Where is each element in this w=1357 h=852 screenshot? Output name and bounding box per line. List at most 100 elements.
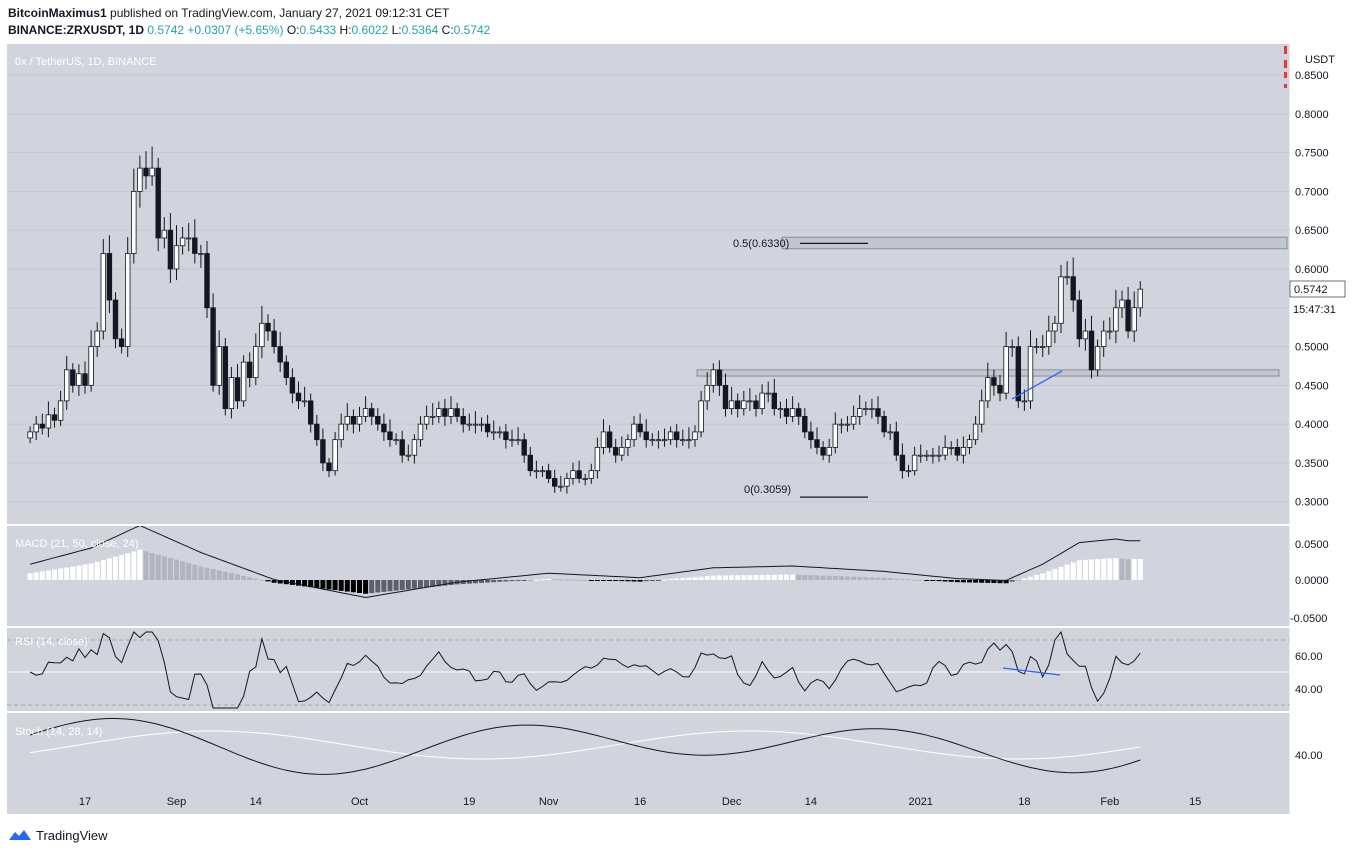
candle-body-down (643, 431, 649, 441)
macd-bar (716, 575, 722, 580)
close-value: 0.5742 (453, 23, 491, 37)
candle-body-down (997, 384, 1003, 394)
candle-body-up (728, 400, 735, 410)
candle (631, 416, 637, 447)
macd-bar (954, 580, 960, 583)
stoch-d-line (30, 730, 1141, 760)
candle-body-up (161, 229, 167, 239)
candle-body-down (637, 423, 643, 433)
candle-body-up (838, 423, 845, 426)
candle-body-down (399, 439, 405, 456)
price-tick: 0.8500 (1295, 70, 1329, 82)
candle (728, 386, 735, 415)
macd-bar (820, 575, 826, 580)
candle-body-up (173, 245, 180, 270)
stoch-tick: 40.00 (1295, 750, 1323, 762)
price-change: +0.0307 (+5.65%) (187, 23, 284, 37)
candle-body-up (966, 439, 973, 448)
macd-bar (948, 580, 954, 582)
candle-body-up (570, 470, 576, 479)
price-axis[interactable]: 0.30000.35000.40000.45000.50000.55000.60… (1295, 70, 1329, 509)
candle-body-up (509, 439, 515, 442)
candle (753, 394, 759, 417)
rsi-axis: 60.00 40.00 (1295, 651, 1323, 696)
macd-bar (289, 580, 295, 585)
macd-bar (985, 580, 991, 583)
macd-bar (479, 580, 484, 583)
macd-bar (259, 580, 265, 581)
symbol[interactable]: BINANCE:ZRXUSDT, 1D (8, 23, 145, 37)
candle (1033, 338, 1040, 354)
countdown-tag: 15:47:31 (1290, 301, 1345, 317)
candle-body-up (45, 414, 52, 429)
candle (777, 401, 784, 419)
macd-bar (76, 565, 82, 580)
macd-bar (1052, 569, 1058, 580)
candle-body-up (94, 330, 100, 347)
macd-bar (564, 579, 570, 581)
time-tick: 17 (79, 796, 91, 808)
candle (155, 157, 161, 252)
macd-bar (924, 580, 930, 581)
candle-body-up (88, 346, 94, 386)
candle (204, 240, 210, 319)
candle (881, 410, 887, 438)
macd-bar (637, 580, 643, 582)
macd-bar (973, 580, 979, 583)
candle-body-down (375, 415, 381, 425)
candle-body-down (771, 392, 777, 410)
macd-bar (607, 580, 613, 581)
candle (808, 421, 814, 449)
candle-body-down (234, 377, 241, 402)
candle (1027, 330, 1034, 409)
candle (863, 401, 869, 416)
candle (832, 412, 838, 454)
macd-bar (802, 574, 808, 580)
macd-bar (1064, 564, 1070, 580)
time-tick: 2021 (908, 796, 932, 808)
symbol-line: BINANCE:ZRXUSDT, 1D 0.5742 +0.0307 (+5.6… (8, 23, 490, 37)
candle-body-down (552, 478, 558, 487)
macd-bar (399, 580, 405, 591)
candle (942, 435, 948, 461)
candle-body-up (1052, 322, 1058, 332)
footer[interactable]: TradingView (8, 826, 108, 844)
macd-bar (393, 580, 399, 591)
price-tick: 0.7500 (1295, 148, 1329, 160)
price-tick: 0.6000 (1295, 264, 1329, 276)
macd-bar (771, 574, 777, 580)
candle (747, 388, 753, 411)
candle (680, 429, 686, 446)
macd-bar (851, 576, 857, 580)
candle-body-up (747, 400, 753, 403)
macd-bar (271, 580, 277, 583)
time-axis[interactable]: 17 Sep 14 Oct 19 Nov 16 Dec 14 2021 18 Feb 15 (79, 796, 1201, 808)
candle (484, 414, 491, 438)
macd-bar (546, 578, 552, 580)
macd-bar (326, 580, 332, 590)
candle-body-down (1088, 330, 1095, 371)
macd-bar (387, 580, 393, 592)
candle-body-up (356, 415, 363, 425)
author-name[interactable]: BitcoinMaximus1 (8, 6, 107, 20)
candle-body-up (582, 478, 588, 480)
candle-body-down (204, 253, 210, 309)
candle-body-up (344, 415, 350, 425)
currency-label: USDT (1305, 54, 1335, 66)
candle-body-up (741, 400, 747, 410)
candle-body-up (948, 447, 954, 449)
candle-body-up (411, 439, 418, 456)
macd-bar (241, 575, 247, 580)
candle (448, 396, 454, 425)
macd-bar (643, 580, 649, 582)
candle (460, 408, 466, 433)
candle-body-up (850, 415, 857, 425)
candle-body-down (118, 338, 125, 347)
time-tick: Dec (722, 796, 742, 808)
macd-bar (588, 580, 594, 581)
macd-bar (1119, 558, 1125, 580)
macd-bar (893, 578, 899, 580)
candle-body-up (216, 346, 222, 386)
candle (344, 403, 350, 431)
